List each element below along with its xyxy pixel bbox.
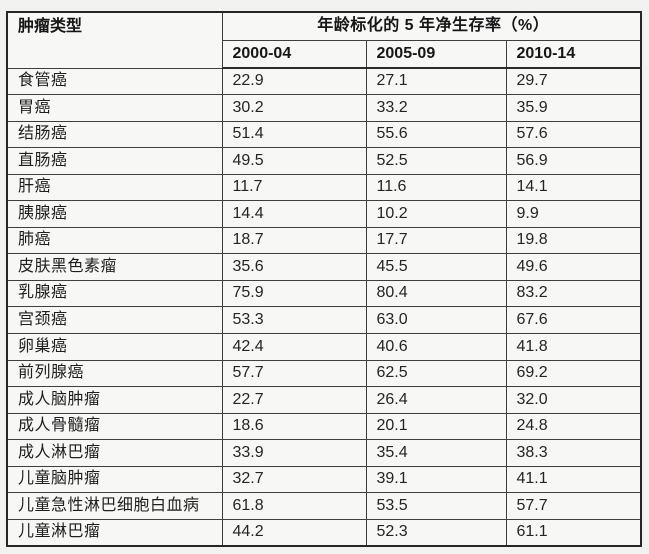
header-row-group: 肿瘤类型 年龄标化的 5 年净生存率（%） [6, 11, 642, 69]
table-row: 成人淋巴瘤 33.9 35.4 38.3 [6, 439, 642, 467]
table-row: 肺癌 18.7 17.7 19.8 [6, 226, 642, 255]
column-header-tumor-type: 肿瘤类型 [6, 11, 223, 69]
tumor-type-cell: 儿童淋巴瘤 [6, 518, 223, 547]
value-cell: 41.1 [505, 465, 642, 494]
value-cell: 33.9 [221, 439, 367, 467]
table-row: 肝癌 11.7 11.6 14.1 [6, 173, 642, 202]
value-cell: 53.5 [365, 492, 507, 520]
tumor-type-cell: 儿童脑肿瘤 [6, 465, 223, 494]
value-cell: 52.3 [365, 518, 507, 547]
table-row: 儿童急性淋巴细胞白血病 61.8 53.5 57.7 [6, 492, 642, 520]
tumor-type-cell: 成人脑肿瘤 [6, 386, 223, 414]
value-cell: 14.4 [221, 200, 367, 228]
value-cell: 44.2 [221, 518, 367, 547]
tumor-type-cell: 胰腺癌 [6, 200, 223, 228]
column-header-period-2010-14: 2010-14 [505, 39, 642, 69]
value-cell: 67.6 [505, 306, 642, 334]
value-cell: 80.4 [365, 279, 507, 308]
value-cell: 32.0 [505, 386, 642, 414]
tumor-type-cell: 成人淋巴瘤 [6, 439, 223, 467]
table-row: 乳腺癌 75.9 80.4 83.2 [6, 279, 642, 308]
value-cell: 51.4 [221, 120, 367, 149]
value-cell: 39.1 [365, 465, 507, 494]
value-cell: 17.7 [365, 226, 507, 255]
value-cell: 49.6 [505, 253, 642, 281]
value-cell: 57.6 [505, 120, 642, 149]
value-cell: 41.8 [505, 332, 642, 361]
value-cell: 22.9 [221, 67, 367, 96]
value-cell: 27.1 [365, 67, 507, 96]
value-cell: 57.7 [505, 492, 642, 520]
value-cell: 18.6 [221, 412, 367, 441]
value-cell: 40.6 [365, 332, 507, 361]
value-cell: 35.6 [221, 253, 367, 281]
value-cell: 19.8 [505, 226, 642, 255]
table-row: 直肠癌 49.5 52.5 56.9 [6, 147, 642, 175]
tumor-type-cell: 成人骨髓瘤 [6, 412, 223, 441]
table-row: 结肠癌 51.4 55.6 57.6 [6, 120, 642, 149]
value-cell: 83.2 [505, 279, 642, 308]
tumor-type-cell: 乳腺癌 [6, 279, 223, 308]
value-cell: 42.4 [221, 332, 367, 361]
tumor-type-cell: 结肠癌 [6, 120, 223, 149]
table-row: 儿童淋巴瘤 44.2 52.3 61.1 [6, 518, 642, 547]
tumor-type-cell: 卵巢癌 [6, 332, 223, 361]
header-row-periods: 2000-04 2005-09 2010-14 [7, 39, 642, 69]
value-cell: 11.6 [365, 173, 507, 202]
value-cell: 49.5 [221, 147, 367, 175]
value-cell: 22.7 [221, 386, 367, 414]
value-cell: 62.5 [365, 359, 507, 388]
table-row: 胰腺癌 14.4 10.2 9.9 [6, 200, 642, 228]
column-header-period-2000-04: 2000-04 [221, 39, 367, 69]
value-cell: 32.7 [221, 465, 367, 494]
value-cell: 55.6 [365, 120, 507, 149]
table-row: 成人骨髓瘤 18.6 20.1 24.8 [6, 412, 642, 441]
value-cell: 14.1 [505, 173, 642, 202]
value-cell: 11.7 [221, 173, 367, 202]
value-cell: 26.4 [365, 386, 507, 414]
table-row: 卵巢癌 42.4 40.6 41.8 [6, 332, 642, 361]
value-cell: 35.9 [505, 94, 642, 122]
value-cell: 61.8 [221, 492, 367, 520]
value-cell: 53.3 [221, 306, 367, 334]
value-cell: 63.0 [365, 306, 507, 334]
survival-rate-table: 肿瘤类型 年龄标化的 5 年净生存率（%） 2000-04 2005-09 20… [6, 11, 643, 547]
tumor-type-cell: 宫颈癌 [6, 306, 223, 334]
value-cell: 61.1 [505, 518, 642, 547]
value-cell: 18.7 [221, 226, 367, 255]
table-row: 儿童脑肿瘤 32.7 39.1 41.1 [6, 465, 642, 494]
value-cell: 57.7 [221, 359, 367, 388]
tumor-type-cell: 肺癌 [6, 226, 223, 255]
value-cell: 35.4 [365, 439, 507, 467]
value-cell: 75.9 [221, 279, 367, 308]
column-group-header-survival-rate: 年龄标化的 5 年净生存率（%） [221, 11, 642, 41]
tumor-type-cell: 儿童急性淋巴细胞白血病 [6, 492, 223, 520]
tumor-type-cell: 皮肤黑色素瘤 [6, 253, 223, 281]
value-cell: 45.5 [365, 253, 507, 281]
table-row: 宫颈癌 53.3 63.0 67.6 [6, 306, 642, 334]
tumor-type-cell: 肝癌 [6, 173, 223, 202]
value-cell: 24.8 [505, 412, 642, 441]
tumor-type-cell: 前列腺癌 [6, 359, 223, 388]
value-cell: 56.9 [505, 147, 642, 175]
value-cell: 33.2 [365, 94, 507, 122]
value-cell: 20.1 [365, 412, 507, 441]
value-cell: 38.3 [505, 439, 642, 467]
value-cell: 10.2 [365, 200, 507, 228]
tumor-type-cell: 食管癌 [6, 67, 223, 96]
value-cell: 30.2 [221, 94, 367, 122]
value-cell: 52.5 [365, 147, 507, 175]
value-cell: 29.7 [505, 67, 642, 96]
tumor-type-cell: 直肠癌 [6, 147, 223, 175]
table-row: 食管癌 22.9 27.1 29.7 [6, 67, 642, 96]
value-cell: 9.9 [505, 200, 642, 228]
tumor-type-cell: 胃癌 [6, 94, 223, 122]
column-header-period-2005-09: 2005-09 [365, 39, 507, 69]
table-row: 胃癌 30.2 33.2 35.9 [6, 94, 642, 122]
table-row: 成人脑肿瘤 22.7 26.4 32.0 [6, 386, 642, 414]
table-row: 皮肤黑色素瘤 35.6 45.5 49.6 [6, 253, 642, 281]
value-cell: 69.2 [505, 359, 642, 388]
table-row: 前列腺癌 57.7 62.5 69.2 [6, 359, 642, 388]
